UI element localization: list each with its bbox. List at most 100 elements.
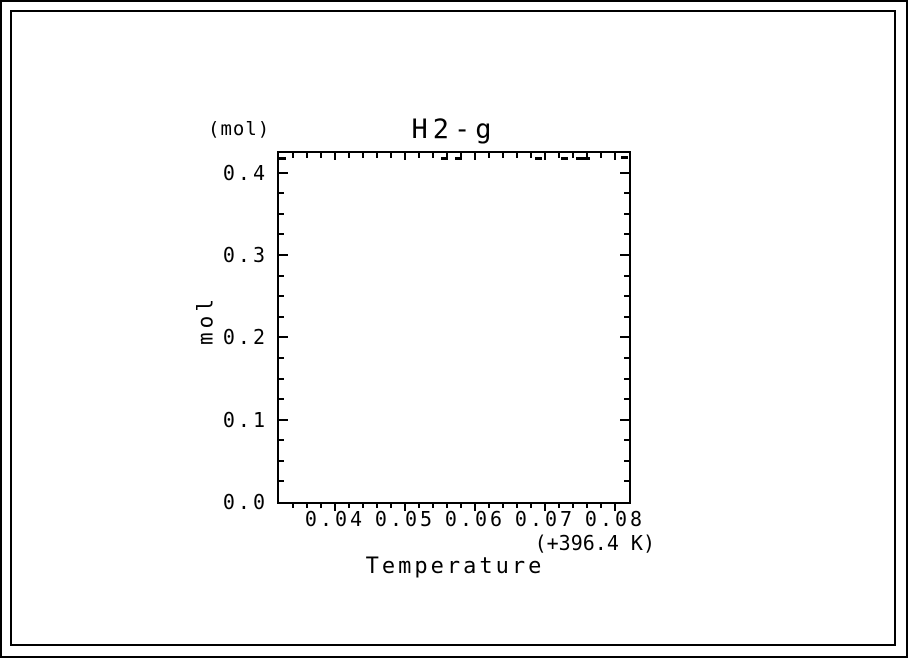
x-tick-minor [376, 153, 378, 158]
x-tick-major [614, 504, 616, 511]
x-tick-major [334, 153, 336, 160]
y-tick-minor [624, 212, 629, 215]
y-tick-minor [279, 480, 284, 483]
x-tick-label: 0.08 [584, 507, 646, 531]
y-tick-major [279, 171, 288, 174]
x-tick-major [474, 153, 476, 160]
x-tick-minor [558, 153, 560, 158]
x-tick-minor [306, 504, 308, 508]
y-tick-minor [624, 356, 629, 359]
y-tick-label: 0.4 [222, 160, 268, 185]
data-dash [575, 156, 583, 160]
x-tick-minor [530, 504, 532, 508]
y-tick-label: 0.2 [222, 325, 268, 350]
x-tick-minor [418, 153, 420, 158]
x-tick-minor [390, 153, 392, 158]
x-tick-minor [348, 153, 350, 158]
y-tick-minor [279, 192, 284, 195]
x-tick-minor [432, 153, 434, 158]
x-tick-minor [502, 504, 504, 508]
x-tick-minor [446, 153, 448, 158]
x-tick-minor [460, 504, 462, 508]
y-tick-minor [624, 192, 629, 195]
x-tick-label: 0.05 [374, 507, 436, 531]
y-tick-minor [279, 356, 284, 359]
plot-frame [277, 151, 631, 504]
x-tick-major [474, 504, 476, 511]
x-tick-minor [600, 504, 602, 508]
x-tick-minor [586, 504, 588, 508]
y-tick-minor [624, 398, 629, 401]
x-tick-minor [600, 153, 602, 158]
x-tick-minor [530, 153, 532, 158]
data-dash [454, 157, 462, 161]
x-tick-minor [586, 153, 588, 158]
x-tick-label: 0.07 [514, 507, 576, 531]
x-tick-minor [516, 504, 518, 508]
x-tick-minor [320, 504, 322, 508]
x-tick-minor [306, 153, 308, 158]
y-tick-minor [624, 315, 629, 318]
x-tick-minor [292, 504, 294, 508]
data-dash [279, 157, 286, 161]
y-axis-unit-label: (mol) [208, 118, 271, 140]
x-tick-minor [432, 504, 434, 508]
x-tick-label: 0.04 [304, 507, 366, 531]
x-axis-offset-label: (+396.4 K) [534, 531, 655, 555]
inner-border [10, 10, 896, 646]
y-tick-minor [279, 439, 284, 442]
x-tick-major [544, 504, 546, 511]
data-dash [535, 156, 542, 160]
y-tick-major [620, 418, 629, 421]
x-tick-minor [348, 504, 350, 508]
x-tick-minor [320, 153, 322, 158]
y-tick-minor [279, 295, 284, 298]
y-tick-major [279, 254, 288, 257]
data-dash [560, 156, 568, 160]
x-tick-minor [502, 153, 504, 158]
x-tick-minor [446, 504, 448, 508]
x-tick-minor [460, 153, 462, 158]
x-tick-minor [516, 153, 518, 158]
y-tick-minor [279, 377, 284, 380]
y-tick-minor [279, 398, 284, 401]
x-tick-major [614, 153, 616, 160]
x-tick-minor [558, 504, 560, 508]
x-tick-major [404, 504, 406, 511]
x-tick-minor [572, 153, 574, 158]
x-tick-minor [418, 504, 420, 508]
y-tick-label: 0.3 [222, 243, 268, 268]
y-tick-minor [624, 480, 629, 483]
x-tick-minor [572, 504, 574, 508]
y-tick-major [620, 336, 629, 339]
x-tick-major [334, 504, 336, 511]
data-dash [440, 157, 448, 161]
x-tick-major [404, 153, 406, 160]
y-tick-minor [624, 233, 629, 236]
x-tick-minor [488, 504, 490, 508]
x-tick-minor [390, 504, 392, 508]
y-tick-minor [624, 274, 629, 277]
y-tick-minor [624, 439, 629, 442]
x-tick-minor [488, 153, 490, 158]
x-tick-minor [292, 153, 294, 158]
x-axis-label: Temperature [365, 554, 545, 579]
y-tick-minor [279, 233, 284, 236]
x-tick-major [544, 153, 546, 160]
data-dash [582, 156, 590, 160]
y-tick-minor [624, 295, 629, 298]
y-tick-minor [279, 459, 284, 462]
chart-title: H2-g [411, 114, 497, 145]
y-tick-label: 0.0 [222, 490, 268, 514]
x-tick-minor [362, 153, 364, 158]
y-tick-major [279, 418, 288, 421]
data-dash [621, 156, 629, 160]
y-tick-minor [279, 315, 284, 318]
y-tick-major [620, 254, 629, 257]
x-tick-label: 0.06 [444, 507, 506, 531]
y-tick-major [620, 171, 629, 174]
y-tick-label: 0.1 [222, 407, 268, 432]
y-tick-minor [279, 212, 284, 215]
